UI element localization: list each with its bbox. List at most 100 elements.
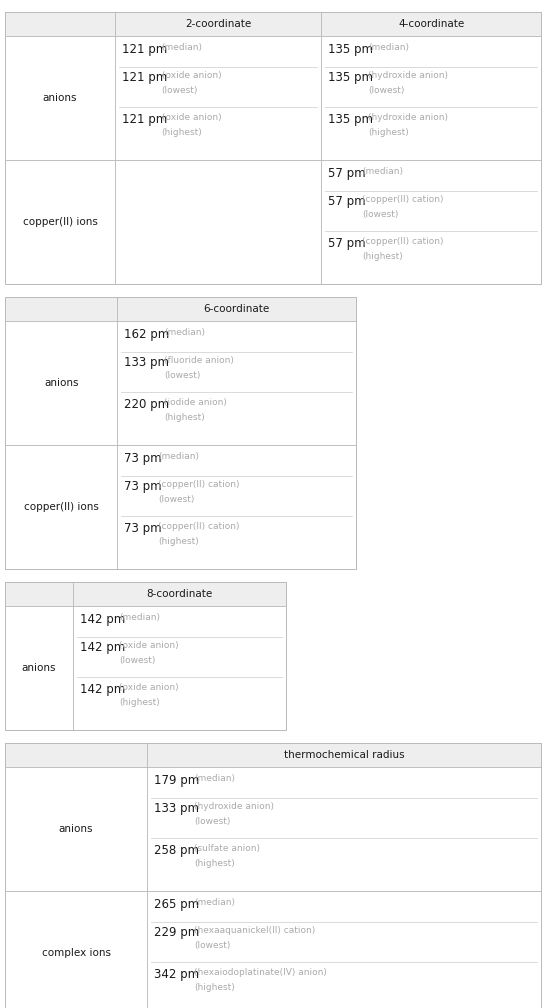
Text: 121 pm: 121 pm	[122, 71, 167, 84]
Text: (copper(II) cation): (copper(II) cation)	[362, 237, 443, 246]
Text: (median): (median)	[164, 328, 205, 337]
Text: (oxide anion): (oxide anion)	[120, 641, 179, 650]
Text: 6-coordinate: 6-coordinate	[204, 304, 270, 314]
Bar	[5, 743, 541, 1008]
Text: (fluoride anion): (fluoride anion)	[164, 356, 234, 365]
Text: (lowest): (lowest)	[162, 86, 198, 95]
Text: 73 pm: 73 pm	[124, 522, 162, 535]
Bar	[73, 582, 287, 606]
Text: (lowest): (lowest)	[368, 86, 405, 95]
Bar	[115, 160, 321, 284]
Text: (oxide anion): (oxide anion)	[162, 71, 221, 80]
Bar	[5, 743, 541, 767]
Text: copper(II) ions: copper(II) ions	[22, 217, 97, 227]
Bar	[73, 606, 287, 730]
Text: (median): (median)	[194, 774, 235, 783]
Bar	[5, 12, 541, 36]
Text: (highest): (highest)	[162, 128, 203, 137]
Text: 8-coordinate: 8-coordinate	[146, 589, 212, 599]
Bar	[147, 743, 541, 767]
Text: (median): (median)	[162, 43, 203, 52]
Text: (copper(II) cation): (copper(II) cation)	[158, 522, 240, 531]
Text: (highest): (highest)	[194, 859, 235, 868]
Text: 135 pm: 135 pm	[328, 71, 373, 84]
Bar	[147, 891, 541, 1008]
Text: (hexaiodoplatinate(IV) anion): (hexaiodoplatinate(IV) anion)	[194, 968, 327, 977]
Text: 179 pm: 179 pm	[154, 774, 199, 787]
Text: complex ions: complex ions	[41, 948, 110, 958]
Text: (median): (median)	[194, 898, 235, 907]
Text: (lowest): (lowest)	[164, 371, 200, 380]
Bar	[147, 767, 541, 891]
Bar	[5, 582, 287, 730]
Bar	[5, 297, 356, 321]
Text: (lowest): (lowest)	[158, 495, 194, 504]
Bar	[5, 582, 73, 606]
Text: (oxide anion): (oxide anion)	[162, 113, 221, 122]
Text: 142 pm: 142 pm	[80, 641, 125, 654]
Text: (hexaaquanickel(II) cation): (hexaaquanickel(II) cation)	[194, 926, 315, 935]
Text: (sulfate anion): (sulfate anion)	[194, 844, 260, 853]
Text: 121 pm: 121 pm	[122, 43, 167, 56]
Bar	[5, 36, 115, 160]
Text: (copper(II) cation): (copper(II) cation)	[158, 480, 240, 489]
Text: (lowest): (lowest)	[194, 940, 230, 950]
Text: (highest): (highest)	[158, 536, 199, 545]
Bar	[117, 321, 356, 445]
Text: 258 pm: 258 pm	[154, 844, 199, 857]
Text: anions: anions	[21, 663, 56, 673]
Text: 135 pm: 135 pm	[328, 113, 373, 126]
Text: 265 pm: 265 pm	[154, 898, 199, 911]
Bar	[5, 321, 117, 445]
Bar	[115, 12, 321, 36]
Text: (highest): (highest)	[164, 412, 205, 421]
Text: 57 pm: 57 pm	[328, 167, 366, 180]
Text: 220 pm: 220 pm	[124, 398, 169, 411]
Text: 2-coordinate: 2-coordinate	[185, 19, 251, 29]
Bar	[5, 297, 356, 569]
Bar	[5, 297, 117, 321]
Bar	[5, 12, 115, 36]
Text: 73 pm: 73 pm	[124, 480, 162, 493]
Text: 135 pm: 135 pm	[328, 43, 373, 56]
Text: (oxide anion): (oxide anion)	[120, 683, 179, 692]
Text: 133 pm: 133 pm	[154, 802, 199, 815]
Text: 4-coordinate: 4-coordinate	[398, 19, 464, 29]
Bar	[321, 36, 541, 160]
Text: 162 pm: 162 pm	[124, 328, 170, 341]
Bar	[5, 743, 147, 767]
Text: (hydroxide anion): (hydroxide anion)	[194, 802, 274, 811]
Bar	[5, 767, 147, 891]
Text: 121 pm: 121 pm	[122, 113, 167, 126]
Text: (highest): (highest)	[194, 983, 235, 992]
Text: (median): (median)	[120, 613, 161, 622]
Text: anions: anions	[44, 378, 79, 388]
Text: 142 pm: 142 pm	[80, 613, 125, 626]
Text: (highest): (highest)	[368, 128, 409, 137]
Text: 142 pm: 142 pm	[80, 683, 125, 696]
Text: (lowest): (lowest)	[120, 656, 156, 664]
Bar	[117, 445, 356, 569]
Bar	[117, 297, 356, 321]
Bar	[5, 606, 73, 730]
Text: 342 pm: 342 pm	[154, 968, 199, 981]
Text: 133 pm: 133 pm	[124, 356, 169, 369]
Bar	[115, 36, 321, 160]
Bar	[5, 582, 287, 606]
Text: 73 pm: 73 pm	[124, 452, 162, 465]
Text: (median): (median)	[362, 167, 403, 176]
Text: (copper(II) cation): (copper(II) cation)	[362, 195, 443, 204]
Bar	[5, 445, 117, 569]
Text: (hydroxide anion): (hydroxide anion)	[368, 71, 448, 80]
Text: 57 pm: 57 pm	[328, 195, 366, 208]
Bar	[321, 12, 541, 36]
Bar	[321, 160, 541, 284]
Text: (lowest): (lowest)	[362, 210, 399, 219]
Text: (lowest): (lowest)	[194, 816, 230, 826]
Text: (iodide anion): (iodide anion)	[164, 398, 227, 407]
Text: copper(II) ions: copper(II) ions	[23, 502, 99, 512]
Text: (median): (median)	[368, 43, 409, 52]
Text: 57 pm: 57 pm	[328, 237, 366, 250]
Text: anions: anions	[43, 93, 77, 103]
Text: (highest): (highest)	[120, 698, 160, 707]
